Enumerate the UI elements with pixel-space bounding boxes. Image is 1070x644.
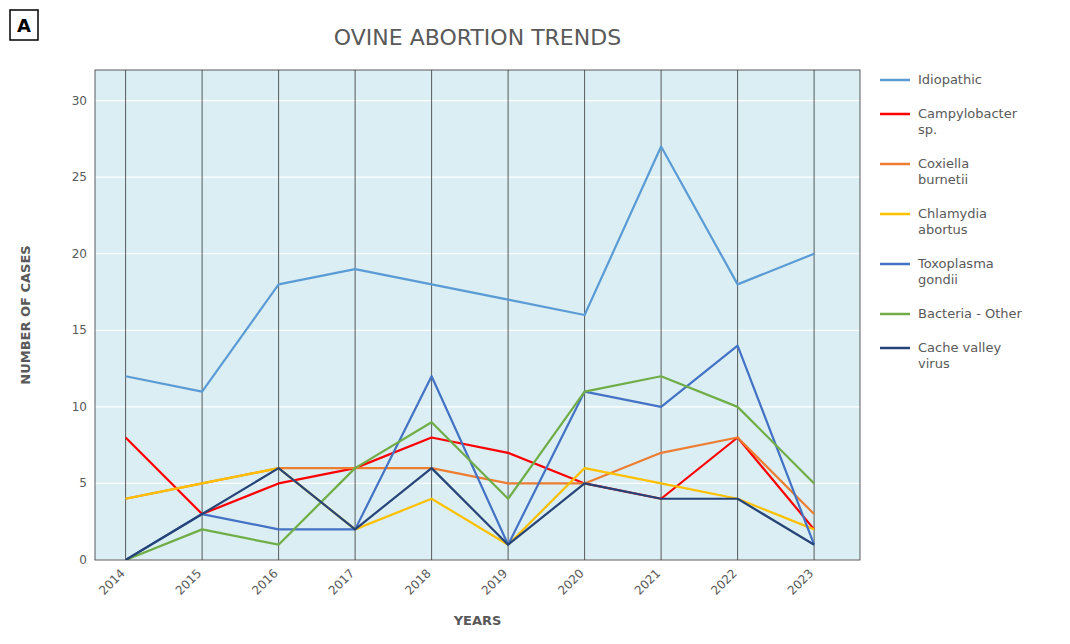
legend-label: Idiopathic	[918, 72, 982, 87]
legend-label: Coxiellaburnetii	[918, 156, 969, 187]
legend-swatch	[880, 263, 910, 266]
series-line	[126, 346, 815, 560]
x-tick-line	[661, 70, 662, 560]
y-tick-label: 15	[72, 323, 87, 337]
legend-label-line: Toxoplasma	[917, 256, 994, 271]
annotation-box	[10, 10, 38, 40]
legend-label-line: sp.	[918, 122, 937, 137]
grid-line	[95, 177, 860, 178]
legend-swatch	[880, 79, 910, 82]
x-tick-line	[814, 70, 815, 560]
y-tick-label: 0	[79, 553, 87, 567]
x-tick-label: 2023	[785, 566, 816, 597]
legend-label-line: burnetii	[918, 172, 968, 187]
y-tick-label: 5	[79, 476, 87, 490]
legend-label-line: Cache valley	[918, 340, 1001, 355]
annotation: A	[17, 15, 31, 36]
x-tick-label: 2017	[326, 566, 357, 597]
x-tick-label: 2016	[249, 566, 280, 597]
title: OVINE ABORTION TRENDS	[334, 25, 621, 50]
x-tick-line	[508, 70, 509, 560]
plot-frame	[95, 70, 860, 560]
legend-swatch	[880, 347, 910, 350]
legend-label: Bacteria - Other	[918, 306, 1023, 321]
legend-label-line: Coxiella	[918, 156, 969, 171]
grid-line	[95, 100, 860, 101]
series-line	[126, 438, 815, 530]
legend-label-line: virus	[918, 356, 950, 371]
series-group	[126, 147, 815, 560]
x-tick-line	[125, 70, 126, 560]
grid-line	[95, 253, 860, 254]
x-tick-line	[431, 70, 432, 560]
plot-area	[95, 70, 860, 560]
legend-label-line: Bacteria - Other	[918, 306, 1023, 321]
legend-swatch	[880, 213, 910, 216]
x-tick-line	[355, 70, 356, 560]
y-tick-label: 20	[72, 247, 87, 261]
x-tick-label: 2021	[632, 566, 663, 597]
x-axis-label: YEARS	[453, 613, 502, 628]
grid-line	[95, 406, 860, 407]
chart: 0 5 10 15 20 25 30 2014 2015 2016 2017 2018 2019 2020…	[0, 0, 1070, 644]
y-tick-label: 25	[72, 170, 87, 184]
legend: Idiopathic Campylobactersp. Coxiellaburnet…	[880, 72, 1023, 371]
x-tick-label: 2022	[708, 566, 739, 597]
x-tick-label: 2020	[555, 566, 586, 597]
x-tick-line	[737, 70, 738, 560]
legend-label-line: Idiopathic	[918, 72, 982, 87]
legend-swatch	[880, 313, 910, 316]
series-line	[126, 468, 815, 560]
legend-label: Campylobactersp.	[918, 106, 1018, 137]
legend-swatch	[880, 113, 910, 116]
series-line	[126, 438, 815, 515]
y-tick-label: 30	[72, 94, 87, 108]
legend-label: Chlamydiaabortus	[918, 206, 987, 237]
legend-label-line: Chlamydia	[918, 206, 987, 221]
x-tick-line	[202, 70, 203, 560]
series-line	[126, 376, 815, 560]
legend-label-line: Campylobacter	[918, 106, 1018, 121]
legend-label: Toxoplasmagondii	[917, 256, 994, 287]
x-tick-label: 2015	[173, 566, 204, 597]
legend-swatch	[880, 163, 910, 166]
x-tick-label: 2019	[479, 566, 510, 597]
legend-label-line: abortus	[918, 222, 968, 237]
grid-line	[95, 330, 860, 331]
legend-label: Cache valleyvirus	[918, 340, 1001, 371]
series-line	[126, 147, 815, 392]
x-tick-line	[278, 70, 279, 560]
x-tick-label: 2014	[96, 566, 127, 597]
y-axis-label: NUMBER OF CASES	[18, 245, 33, 384]
legend-label-line: gondii	[918, 272, 958, 287]
y-tick-label: 10	[72, 400, 87, 414]
x-tick-label: 2018	[402, 566, 433, 597]
